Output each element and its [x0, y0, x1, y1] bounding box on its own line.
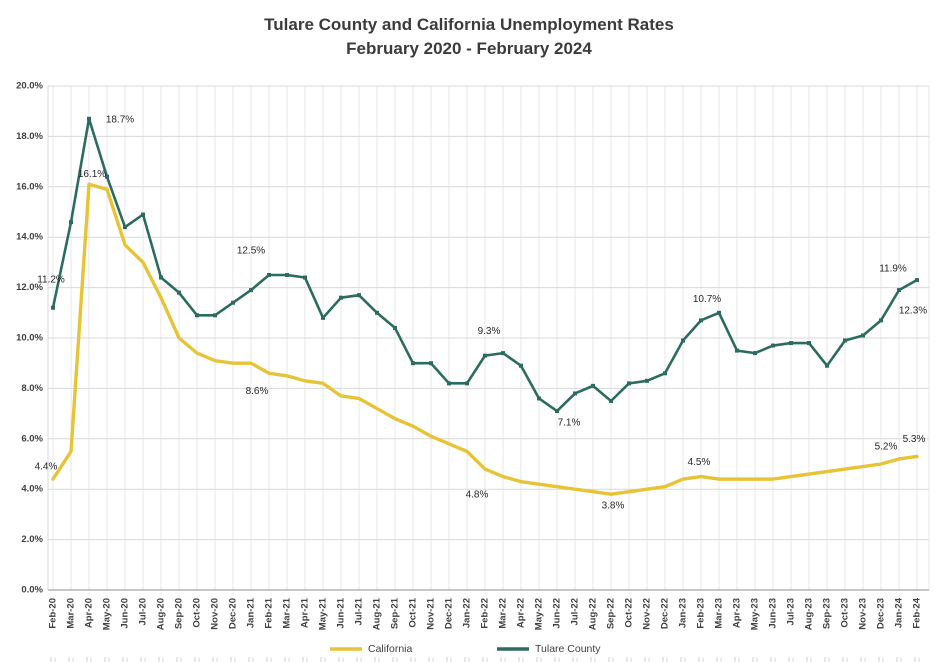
svg-text:Aug-21: Aug-21 [372, 597, 383, 630]
svg-text:8.6%: 8.6% [246, 386, 269, 397]
svg-text:Aug-22: Aug-22 [588, 598, 599, 630]
svg-text:12.0%: 12.0% [16, 282, 43, 293]
svg-text:12.5%: 12.5% [237, 246, 265, 257]
svg-text:10.7%: 10.7% [693, 294, 721, 305]
svg-text:Jun-20: Jun-20 [120, 598, 131, 629]
svg-text:7.1%: 7.1% [558, 418, 581, 429]
svg-text:Nov-21: Nov-21 [426, 597, 437, 629]
horizontal-gridlines [47, 85, 929, 591]
svg-text:Nov-20: Nov-20 [210, 598, 221, 630]
svg-text:Feb-22: Feb-22 [480, 598, 491, 629]
legend-label-california: California [368, 643, 413, 655]
svg-text:3.8%: 3.8% [602, 501, 625, 512]
svg-text:4.8%: 4.8% [466, 490, 489, 501]
svg-text:Jan-23: Jan-23 [678, 598, 689, 628]
svg-text:8.0%: 8.0% [21, 383, 43, 394]
svg-text:Jan-24: Jan-24 [894, 597, 905, 628]
svg-text:0.0%: 0.0% [21, 585, 43, 596]
y-axis-labels: 0.0% 2.0% 4.0% 6.0% 8.0% 10.0% 12.0% 14.0% 16.0%… [16, 81, 43, 596]
svg-text:11.9%: 11.9% [879, 264, 907, 275]
svg-text:2.0%: 2.0% [21, 534, 43, 545]
svg-text:9.3%: 9.3% [478, 326, 501, 337]
svg-text:12.3%: 12.3% [899, 306, 927, 317]
svg-text:5.2%: 5.2% [875, 441, 898, 452]
svg-text:20.0%: 20.0% [16, 81, 43, 92]
svg-text:Mar-22: Mar-22 [498, 598, 509, 629]
data-labels: 4.4% 11.2% 16.1% 18.7% 12.5% 8.6% 9.3% 4.8% 7.1%… [35, 114, 928, 511]
svg-text:Apr-20: Apr-20 [84, 598, 95, 628]
chart-title-line-2: February 2020 - February 2024 [346, 39, 592, 58]
svg-text:Apr-22: Apr-22 [516, 598, 527, 628]
svg-text:Feb-20: Feb-20 [48, 598, 59, 629]
svg-text:Mar-23: Mar-23 [714, 598, 725, 629]
svg-text:Feb-23: Feb-23 [696, 598, 707, 629]
svg-text:Jun-21: Jun-21 [336, 597, 347, 628]
svg-text:Jun-23: Jun-23 [768, 598, 779, 629]
x-axis-labels: Feb-20 Mar-20 Apr-20 May-20 Jun-20 Jul-20 Aug-… [48, 597, 923, 630]
svg-text:Feb-24: Feb-24 [912, 597, 923, 628]
svg-text:Jul-21: Jul-21 [354, 597, 365, 625]
svg-text:Oct-20: Oct-20 [192, 598, 203, 628]
svg-text:10.0%: 10.0% [16, 333, 43, 344]
series-tulare-county [51, 116, 919, 414]
svg-text:Jun-22: Jun-22 [552, 598, 563, 629]
svg-text:Dec-22: Dec-22 [660, 598, 671, 629]
svg-text:14.0%: 14.0% [16, 232, 43, 243]
svg-text:Dec-21: Dec-21 [444, 597, 455, 629]
chart-title-line-1: Tulare County and California Unemploymen… [264, 15, 674, 34]
svg-text:May-22: May-22 [534, 598, 545, 630]
svg-text:4.4%: 4.4% [35, 462, 58, 473]
svg-text:Dec-23: Dec-23 [876, 598, 887, 629]
series-california [51, 182, 919, 496]
svg-text:5.3%: 5.3% [903, 434, 926, 445]
svg-text:Mar-21: Mar-21 [282, 597, 293, 628]
svg-text:May-23: May-23 [750, 598, 761, 630]
svg-text:Jul-23: Jul-23 [786, 598, 797, 625]
svg-text:4.5%: 4.5% [688, 457, 711, 468]
svg-text:Nov-22: Nov-22 [642, 598, 653, 630]
svg-text:Sep-21: Sep-21 [390, 597, 401, 629]
svg-text:Sep-22: Sep-22 [606, 598, 617, 629]
svg-text:Aug-23: Aug-23 [804, 598, 815, 630]
svg-text:Apr-21: Apr-21 [300, 597, 311, 628]
svg-text:Apr-23: Apr-23 [732, 598, 743, 628]
svg-text:May-21: May-21 [318, 597, 329, 630]
svg-text:4.0%: 4.0% [21, 484, 43, 495]
svg-text:18.0%: 18.0% [16, 131, 43, 142]
svg-text:Oct-22: Oct-22 [624, 598, 635, 628]
svg-text:Jan-22: Jan-22 [462, 598, 473, 628]
svg-text:Sep-20: Sep-20 [174, 598, 185, 629]
svg-text:11.2%: 11.2% [37, 274, 65, 285]
svg-text:Mar-20: Mar-20 [66, 598, 77, 629]
chart-legend: California Tulare County [330, 643, 601, 655]
svg-text:Oct-21: Oct-21 [408, 597, 419, 627]
svg-text:Feb-21: Feb-21 [264, 597, 275, 628]
svg-text:Dec-20: Dec-20 [228, 598, 239, 629]
svg-text:Jul-20: Jul-20 [138, 598, 149, 625]
legend-label-tulare-county: Tulare County [535, 643, 601, 655]
svg-text:Oct-23: Oct-23 [840, 598, 851, 628]
svg-text:6.0%: 6.0% [21, 433, 43, 444]
svg-text:Jan-21: Jan-21 [246, 597, 257, 628]
svg-text:May-20: May-20 [102, 598, 113, 630]
svg-text:18.7%: 18.7% [106, 114, 134, 125]
svg-text:16.1%: 16.1% [78, 169, 106, 180]
svg-text:Jul-22: Jul-22 [570, 598, 581, 625]
svg-text:Nov-23: Nov-23 [858, 598, 869, 630]
plot-area: 0.0% 2.0% 4.0% 6.0% 8.0% 10.0% 12.0% 14.0% 16.0%… [16, 81, 930, 662]
cropped-row-artifact [50, 657, 920, 662]
svg-text:Aug-20: Aug-20 [156, 598, 167, 630]
svg-text:16.0%: 16.0% [16, 181, 43, 192]
svg-text:Sep-23: Sep-23 [822, 598, 833, 629]
